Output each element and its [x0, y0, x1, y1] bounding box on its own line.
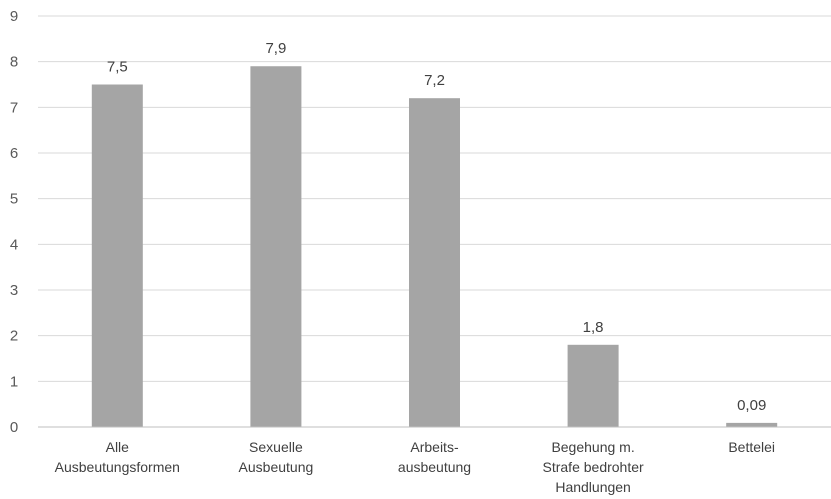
x-tick-label: Begehung m. Strafe bedrohter Handlungen: [543, 439, 645, 495]
bar: [409, 98, 460, 427]
y-tick-label: 1: [10, 373, 18, 390]
bar: [91, 84, 143, 427]
y-tick-label: 4: [10, 236, 18, 253]
data-labels: 7,5 7,9 7,2 1,8 0,09: [107, 40, 766, 414]
x-tick-label-line: Handlungen: [555, 479, 631, 495]
x-tick-label-line: Ausbeutung: [239, 459, 314, 475]
x-tick-label: Arbeits-ausbeutung: [398, 439, 471, 475]
y-axis-ticks: 0 1 2 3 4 5 6 7 8 9: [10, 8, 18, 436]
x-tick-label-line: Bettelei: [728, 439, 775, 455]
y-tick-label: 0: [10, 419, 18, 436]
x-tick-label: Sexuelle Ausbeutung: [239, 439, 314, 475]
bar: [250, 66, 302, 427]
data-label: 7,2: [424, 72, 445, 89]
x-tick-label-line: Sexuelle: [249, 439, 303, 455]
x-axis-labels: Alle Ausbeutungsformen Sexuelle Ausbeutung A…: [55, 439, 775, 495]
y-tick-label: 9: [10, 8, 18, 25]
data-label: 7,5: [107, 59, 128, 76]
y-tick-label: 8: [10, 54, 18, 71]
bar: [726, 422, 778, 427]
x-tick-label: Alle Ausbeutungsformen: [55, 439, 180, 475]
x-tick-label-line: Alle: [106, 439, 130, 455]
data-label: 7,9: [265, 40, 286, 57]
y-tick-label: 7: [10, 99, 18, 116]
y-tick-label: 5: [10, 191, 18, 208]
bars: [91, 66, 778, 427]
data-label: 1,8: [583, 319, 604, 336]
x-tick-label: Bettelei: [728, 439, 775, 455]
x-tick-label-line: Strafe bedrohter: [543, 459, 645, 475]
x-tick-label-line: Begehung m.: [551, 439, 634, 455]
y-tick-label: 6: [10, 145, 18, 162]
data-label: 0,09: [737, 397, 766, 414]
y-tick-label: 2: [10, 328, 18, 345]
x-tick-label-line: ausbeutung: [398, 459, 471, 475]
x-tick-label-line: Ausbeutungsformen: [55, 459, 180, 475]
bar: [567, 344, 619, 427]
y-tick-label: 3: [10, 282, 18, 299]
x-tick-label-line: Arbeits-: [410, 439, 459, 455]
